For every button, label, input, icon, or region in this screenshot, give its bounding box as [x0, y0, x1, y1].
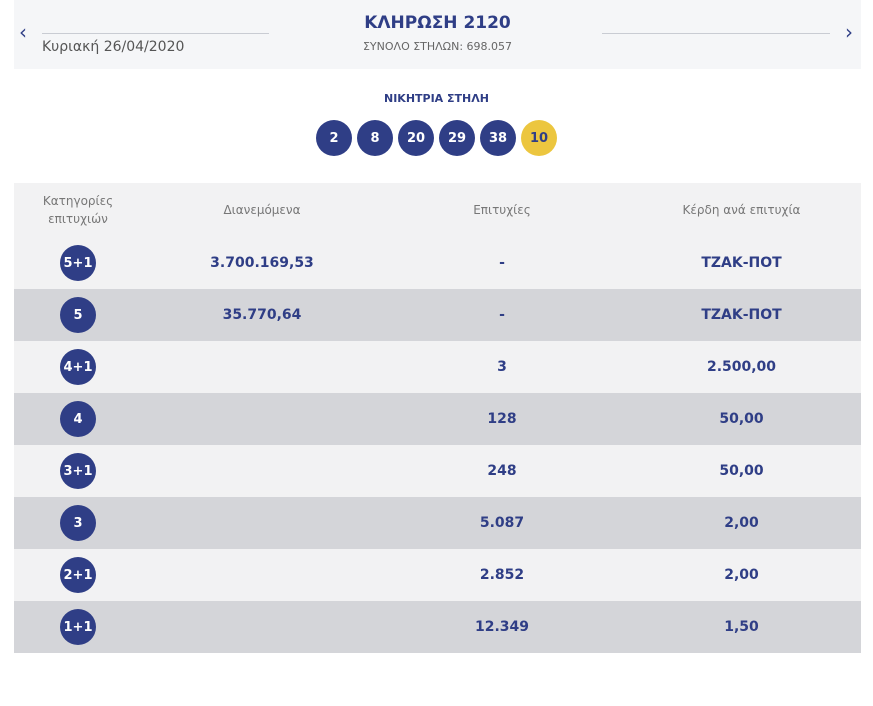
number-ball: 2	[316, 120, 352, 156]
category-cell: 5+1	[14, 237, 142, 289]
winners-cell: -	[382, 237, 622, 289]
table-row: 3 5.087 2,00	[14, 497, 861, 549]
number-ball: 29	[439, 120, 475, 156]
winners-cell: 248	[382, 445, 622, 497]
table-row: 2+1 2.852 2,00	[14, 549, 861, 601]
prize-cell: 50,00	[622, 445, 861, 497]
category-badge: 4+1	[60, 349, 96, 385]
table-row: 4 128 50,00	[14, 393, 861, 445]
table-row: 1+1 12.349 1,50	[14, 601, 861, 653]
winners-cell: 5.087	[382, 497, 622, 549]
winning-label: ΝΙΚΗΤΡΙΑ ΣΤΗΛΗ	[384, 92, 489, 105]
distributed-cell	[142, 445, 382, 497]
draw-header: ‹ › Κυριακή 26/04/2020 ΚΛΗΡΩΣΗ 2120 ΣΥΝΟ…	[14, 0, 861, 69]
category-badge: 3+1	[60, 453, 96, 489]
winners-cell: 12.349	[382, 601, 622, 653]
prev-draw-chevron-left-icon[interactable]: ‹	[19, 20, 27, 44]
number-ball: 8	[357, 120, 393, 156]
category-badge: 2+1	[60, 557, 96, 593]
number-ball: 38	[480, 120, 516, 156]
category-cell: 2+1	[14, 549, 142, 601]
prize-cell: 50,00	[622, 393, 861, 445]
next-draw-chevron-right-icon[interactable]: ›	[845, 20, 853, 44]
col-distributed: Διανεμόμενα	[142, 183, 382, 237]
distributed-cell	[142, 497, 382, 549]
winners-cell: 3	[382, 341, 622, 393]
category-cell: 3+1	[14, 445, 142, 497]
distributed-cell	[142, 549, 382, 601]
distributed-cell: 35.770,64	[142, 289, 382, 341]
distributed-cell	[142, 341, 382, 393]
category-cell: 4	[14, 393, 142, 445]
prize-cell: 2,00	[622, 549, 861, 601]
prize-cell: ΤΖΑΚ-ΠΟΤ	[622, 237, 861, 289]
category-badge: 5	[60, 297, 96, 333]
divider	[42, 33, 269, 34]
prize-table: Κατηγορίες επιτυχιών Διανεμόμενα Επιτυχί…	[14, 183, 861, 653]
prize-cell: 2.500,00	[622, 341, 861, 393]
table-row: 3+1 248 50,00	[14, 445, 861, 497]
divider	[602, 33, 830, 34]
category-cell: 3	[14, 497, 142, 549]
number-ball: 20	[398, 120, 434, 156]
distributed-cell: 3.700.169,53	[142, 237, 382, 289]
category-badge: 4	[60, 401, 96, 437]
table-row: 5+1 3.700.169,53 - ΤΖΑΚ-ΠΟΤ	[14, 237, 861, 289]
distributed-cell	[142, 601, 382, 653]
winners-cell: -	[382, 289, 622, 341]
col-winners: Επιτυχίες	[382, 183, 622, 237]
category-cell: 5	[14, 289, 142, 341]
category-cell: 4+1	[14, 341, 142, 393]
draw-title: ΚΛΗΡΩΣΗ 2120	[364, 13, 511, 33]
col-prize: Κέρδη ανά επιτυχία	[622, 183, 861, 237]
total-columns: ΣΥΝΟΛΟ ΣΤΗΛΩΝ: 698.057	[362, 40, 513, 53]
category-badge: 1+1	[60, 609, 96, 645]
table-row: 4+1 3 2.500,00	[14, 341, 861, 393]
prize-cell: 2,00	[622, 497, 861, 549]
category-badge: 5+1	[60, 245, 96, 281]
category-badge: 3	[60, 505, 96, 541]
category-cell: 1+1	[14, 601, 142, 653]
winners-cell: 2.852	[382, 549, 622, 601]
col-category: Κατηγορίες επιτυχιών	[14, 183, 142, 237]
winning-numbers: 2 8 20 29 38 10	[0, 120, 873, 156]
draw-date: Κυριακή 26/04/2020	[42, 39, 185, 55]
distributed-cell	[142, 393, 382, 445]
table-row: 5 35.770,64 - ΤΖΑΚ-ΠΟΤ	[14, 289, 861, 341]
winners-cell: 128	[382, 393, 622, 445]
prize-cell: ΤΖΑΚ-ΠΟΤ	[622, 289, 861, 341]
joker-ball: 10	[521, 120, 557, 156]
prize-cell: 1,50	[622, 601, 861, 653]
